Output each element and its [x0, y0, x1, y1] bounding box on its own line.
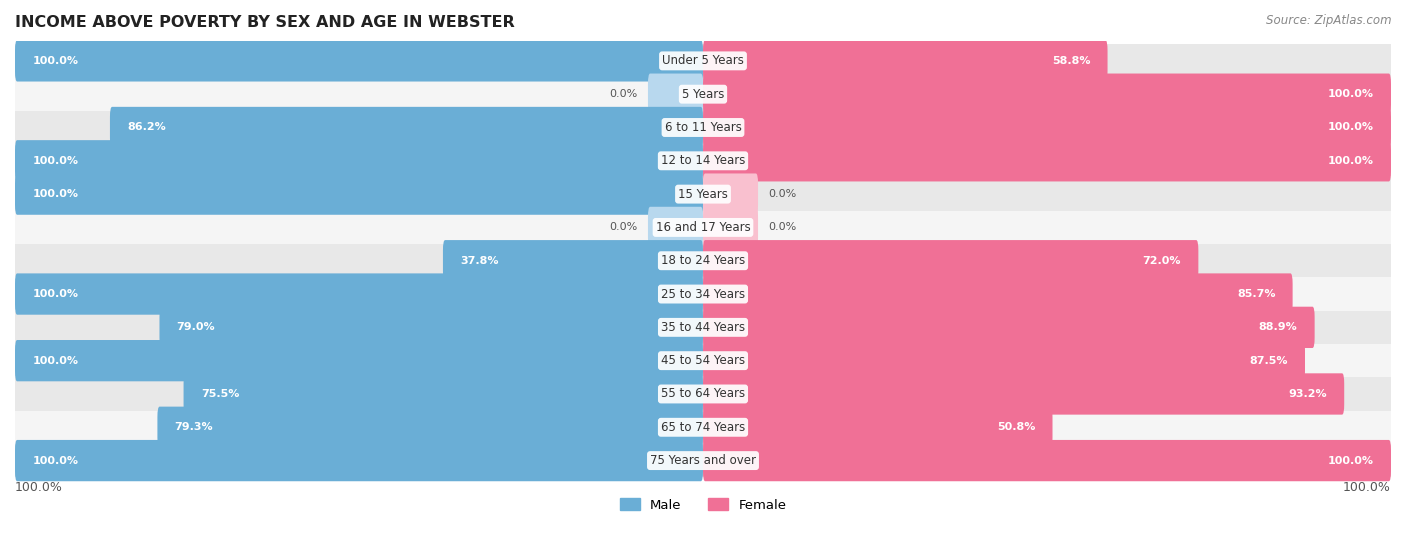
FancyBboxPatch shape — [15, 273, 703, 315]
Text: 18 to 24 Years: 18 to 24 Years — [661, 254, 745, 267]
Bar — [15, 78, 1391, 111]
Text: 50.8%: 50.8% — [997, 422, 1035, 432]
Text: 0.0%: 0.0% — [768, 222, 797, 233]
Text: 58.8%: 58.8% — [1052, 56, 1090, 66]
FancyBboxPatch shape — [703, 207, 758, 248]
FancyBboxPatch shape — [110, 107, 703, 148]
Text: 55 to 64 Years: 55 to 64 Years — [661, 387, 745, 400]
Text: 100.0%: 100.0% — [32, 56, 79, 66]
FancyBboxPatch shape — [648, 207, 703, 248]
Bar — [15, 444, 1391, 477]
FancyBboxPatch shape — [15, 40, 703, 82]
FancyBboxPatch shape — [159, 307, 703, 348]
Text: 100.0%: 100.0% — [32, 289, 79, 299]
FancyBboxPatch shape — [15, 173, 703, 215]
FancyBboxPatch shape — [157, 406, 703, 448]
FancyBboxPatch shape — [703, 140, 1391, 182]
FancyBboxPatch shape — [184, 373, 703, 415]
FancyBboxPatch shape — [703, 40, 1108, 82]
Text: Source: ZipAtlas.com: Source: ZipAtlas.com — [1267, 14, 1392, 27]
Bar — [15, 144, 1391, 177]
Text: 72.0%: 72.0% — [1143, 255, 1181, 266]
FancyBboxPatch shape — [15, 140, 703, 182]
FancyBboxPatch shape — [15, 440, 703, 481]
Text: 79.3%: 79.3% — [174, 422, 214, 432]
Text: 100.0%: 100.0% — [32, 356, 79, 366]
Text: 65 to 74 Years: 65 to 74 Years — [661, 421, 745, 434]
FancyBboxPatch shape — [443, 240, 703, 281]
FancyBboxPatch shape — [703, 240, 1198, 281]
Text: 100.0%: 100.0% — [1327, 89, 1374, 99]
Text: 45 to 54 Years: 45 to 54 Years — [661, 354, 745, 367]
Legend: Male, Female: Male, Female — [614, 493, 792, 517]
Text: 6 to 11 Years: 6 to 11 Years — [665, 121, 741, 134]
Bar — [15, 277, 1391, 311]
Text: 100.0%: 100.0% — [32, 189, 79, 199]
Bar — [15, 344, 1391, 377]
Text: INCOME ABOVE POVERTY BY SEX AND AGE IN WEBSTER: INCOME ABOVE POVERTY BY SEX AND AGE IN W… — [15, 15, 515, 30]
Text: 100.0%: 100.0% — [32, 156, 79, 166]
Bar — [15, 44, 1391, 78]
FancyBboxPatch shape — [703, 74, 1391, 115]
Text: 75 Years and over: 75 Years and over — [650, 454, 756, 467]
FancyBboxPatch shape — [703, 406, 1053, 448]
Text: 88.9%: 88.9% — [1258, 323, 1298, 333]
Text: 100.0%: 100.0% — [15, 481, 63, 494]
Text: 75.5%: 75.5% — [201, 389, 239, 399]
Bar — [15, 244, 1391, 277]
Bar — [15, 411, 1391, 444]
Text: 35 to 44 Years: 35 to 44 Years — [661, 321, 745, 334]
Text: 87.5%: 87.5% — [1250, 356, 1288, 366]
Text: 12 to 14 Years: 12 to 14 Years — [661, 154, 745, 167]
FancyBboxPatch shape — [703, 107, 1391, 148]
Text: 37.8%: 37.8% — [460, 255, 499, 266]
Text: 100.0%: 100.0% — [32, 456, 79, 466]
Text: 0.0%: 0.0% — [609, 222, 638, 233]
Text: 79.0%: 79.0% — [177, 323, 215, 333]
FancyBboxPatch shape — [648, 74, 703, 115]
Text: 85.7%: 85.7% — [1237, 289, 1275, 299]
Text: 100.0%: 100.0% — [1343, 481, 1391, 494]
Text: 100.0%: 100.0% — [1327, 456, 1374, 466]
FancyBboxPatch shape — [15, 340, 703, 381]
FancyBboxPatch shape — [703, 273, 1292, 315]
Bar — [15, 211, 1391, 244]
Text: 100.0%: 100.0% — [1327, 156, 1374, 166]
Text: 0.0%: 0.0% — [609, 89, 638, 99]
FancyBboxPatch shape — [703, 340, 1305, 381]
FancyBboxPatch shape — [703, 307, 1315, 348]
Bar — [15, 111, 1391, 144]
Text: 15 Years: 15 Years — [678, 188, 728, 201]
Text: 0.0%: 0.0% — [768, 189, 797, 199]
Text: 93.2%: 93.2% — [1288, 389, 1327, 399]
Bar — [15, 377, 1391, 411]
Text: 86.2%: 86.2% — [127, 122, 166, 132]
Text: 5 Years: 5 Years — [682, 88, 724, 101]
Bar — [15, 177, 1391, 211]
Bar — [15, 311, 1391, 344]
FancyBboxPatch shape — [703, 440, 1391, 481]
FancyBboxPatch shape — [703, 373, 1344, 415]
Text: 100.0%: 100.0% — [1327, 122, 1374, 132]
Text: 25 to 34 Years: 25 to 34 Years — [661, 287, 745, 301]
Text: 16 and 17 Years: 16 and 17 Years — [655, 221, 751, 234]
Text: Under 5 Years: Under 5 Years — [662, 54, 744, 68]
FancyBboxPatch shape — [703, 173, 758, 215]
